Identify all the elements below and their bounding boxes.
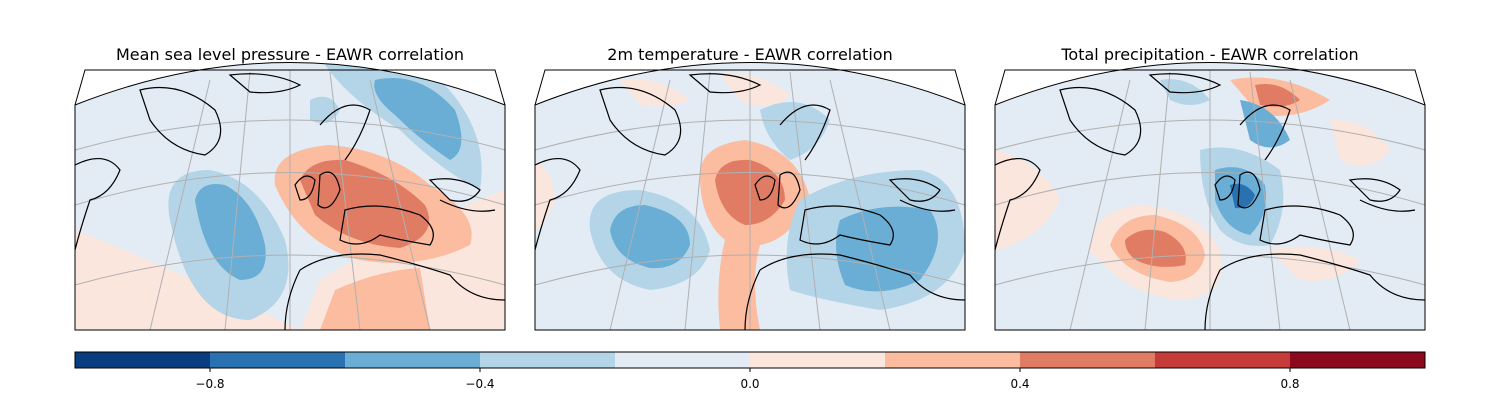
colorbar-tick-label: 0.8 [1280, 377, 1299, 391]
colorbar-segment [1290, 352, 1425, 368]
colorbar-segment [210, 352, 345, 368]
mslp-gridlines [74, 70, 506, 331]
map-panel-mslp [74, 62, 506, 331]
colorbar-tick-label: −0.8 [195, 377, 224, 391]
colorbar-segment [615, 352, 750, 368]
colorbar-segment [1020, 352, 1155, 368]
colorbar-segment [75, 352, 210, 368]
t2m-gridlines [534, 70, 966, 331]
map-panel-t2m [534, 62, 966, 331]
tp-map-frame [994, 62, 1426, 331]
mslp-coastlines [74, 73, 506, 331]
t2m-coastlines [534, 73, 966, 331]
tp-gridlines [994, 70, 1426, 331]
mslp-map-frame [74, 62, 506, 331]
t2m-map-frame [534, 62, 966, 331]
colorbar-tick-label: −0.4 [465, 377, 494, 391]
colorbar-tick-label: 0.0 [740, 377, 759, 391]
mslp-map-corners [74, 69, 506, 106]
colorbar-segment [750, 352, 885, 368]
colorbar-segment [480, 352, 615, 368]
tp-coastlines [994, 73, 1426, 331]
panel-title-mslp: Mean sea level pressure - EAWR correlati… [116, 45, 464, 64]
colorbar-tick-label: 0.4 [1010, 377, 1029, 391]
tp-map-corners [994, 69, 1426, 106]
colorbar: −0.8 −0.4 0.0 0.4 0.8 [74, 351, 1426, 391]
colorbar-segment [345, 352, 480, 368]
t2m-map-corners [534, 69, 966, 106]
map-panel-tp [994, 62, 1426, 331]
panel-title-t2m: 2m temperature - EAWR correlation [607, 45, 893, 64]
panel-title-tp: Total precipitation - EAWR correlation [1061, 45, 1359, 64]
colorbar-segment [1155, 352, 1290, 368]
colorbar-segment [885, 352, 1020, 368]
